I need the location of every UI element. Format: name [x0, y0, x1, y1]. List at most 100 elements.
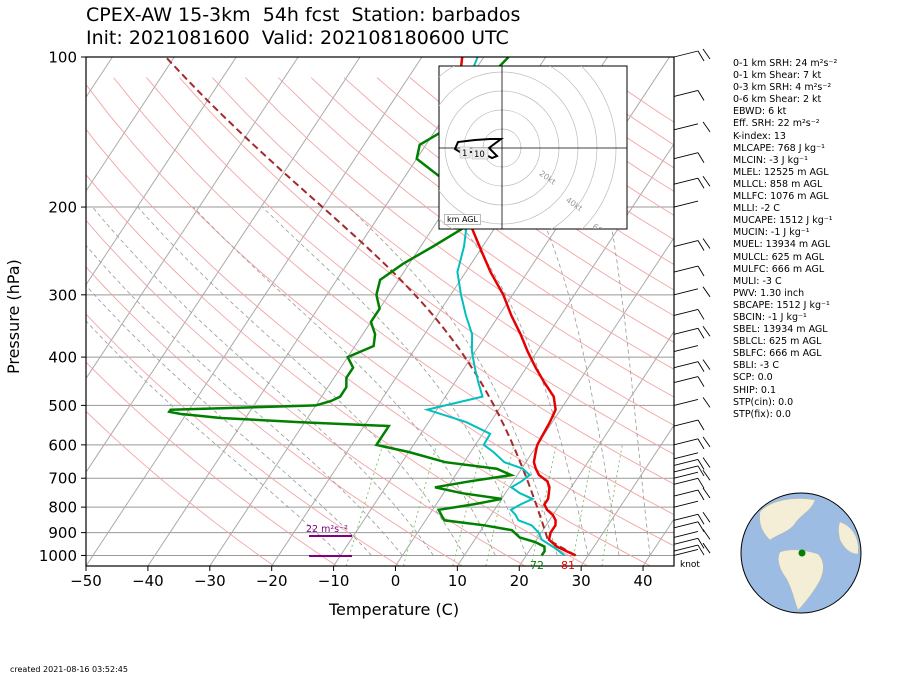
- isotherm-line: [86, 57, 423, 566]
- index-line: SBLCL: 625 m AGL: [733, 336, 822, 348]
- y-tick-label: 200: [48, 199, 77, 217]
- dry-adiabat: [146, 77, 674, 485]
- index-line: MLCIN: -3 J kg⁻¹: [733, 154, 808, 166]
- dry-adiabat: [86, 266, 463, 566]
- mixing-ratio-line: [452, 444, 484, 566]
- wind-barb: [673, 521, 705, 532]
- dry-adiabat: [310, 77, 674, 343]
- wind-barb: [673, 457, 711, 470]
- wind-barb: [673, 542, 711, 556]
- mixing-ratio-line: [403, 444, 438, 566]
- mixing-ratio-line: [571, 444, 595, 566]
- moist-adiabat: [86, 320, 341, 556]
- dry-adiabat: [211, 77, 674, 426]
- surface-dewpoint-label: 72: [530, 559, 544, 572]
- index-line: 0-1 km Shear: 7 kt: [733, 70, 822, 82]
- moist-adiabat: [262, 206, 527, 556]
- index-line: SBCIN: -1 J kg⁻¹: [733, 311, 807, 323]
- parcel-trace: [164, 57, 577, 557]
- wind-barb: [673, 397, 711, 408]
- wind-barb: [673, 309, 705, 320]
- created-timestamp: created 2021-08-16 03:52:45: [10, 665, 128, 674]
- plot-frame: [85, 56, 675, 567]
- wind-barb: [673, 238, 711, 251]
- moist-adiabat: [137, 206, 465, 556]
- x-tick-label: −20: [256, 572, 288, 590]
- isotherm-line: [86, 57, 237, 286]
- index-line: MLLFC: 1076 m AGL: [733, 191, 829, 203]
- index-line: MUCIN: -1 J kg⁻¹: [733, 227, 810, 239]
- x-tick-label: 0: [391, 572, 401, 590]
- index-line: MUEL: 13934 m AGL: [733, 239, 831, 251]
- y-tick-label: 100: [48, 49, 77, 67]
- wind-barb: [673, 121, 711, 133]
- index-line: MUCAPE: 1512 J kg⁻¹: [733, 215, 833, 227]
- hodograph-units-label: km AGL: [444, 214, 481, 225]
- wind-barb: [673, 175, 711, 189]
- index-line: SBLFC: 666 m AGL: [733, 348, 822, 360]
- index-line: STP(cin): 0.0: [733, 396, 794, 408]
- dry-adiabat: [86, 174, 589, 566]
- wind-barb: [673, 345, 699, 353]
- y-tick-label: 500: [48, 397, 77, 415]
- index-line: SBCAPE: 1512 J kg⁻¹: [733, 299, 830, 311]
- index-line: MULCL: 625 m AGL: [733, 251, 825, 263]
- wind-barb: [673, 48, 711, 62]
- y-tick-label: 1000: [39, 547, 77, 565]
- chart-title-line1: CPEX-AW 15-3km 54h fcst Station: barbado…: [86, 4, 521, 26]
- x-tick-label: −40: [132, 572, 164, 590]
- wind-barb: [673, 469, 711, 481]
- wind-barb: [673, 152, 705, 163]
- index-line: MLLI: -2 C: [733, 203, 780, 215]
- x-tick-label: 20: [510, 572, 529, 590]
- wind-barb: [673, 477, 705, 489]
- isotherm-line: [456, 236, 674, 566]
- x-axis-label: Temperature (C): [328, 600, 459, 619]
- hodograph-ring-label: 60kt: [591, 222, 611, 240]
- index-line: 0-1 km SRH: 24 m²s⁻²: [733, 58, 838, 69]
- moist-adiabat: [607, 206, 651, 556]
- index-line: PWV: 1.30 inch: [733, 287, 805, 299]
- moist-adiabat: [86, 244, 403, 556]
- wind-barb: [673, 452, 699, 460]
- index-line: STP(fix): 0.0: [733, 408, 791, 420]
- y-tick-label: 600: [48, 436, 77, 454]
- wind-barb: [673, 537, 705, 549]
- north-america-land: [759, 498, 816, 541]
- hodograph-height-box: [459, 146, 471, 159]
- temperature-trace: [453, 57, 577, 557]
- moist-adiabat: [92, 206, 434, 556]
- dry-adiabat: [179, 77, 674, 455]
- y-tick-label: 900: [48, 524, 77, 542]
- index-line: MULFC: 666 m AGL: [733, 263, 825, 275]
- wind-barb: [673, 487, 711, 501]
- index-line: K-index: 13: [733, 130, 786, 142]
- y-axis-label: Pressure (hPa): [4, 259, 23, 374]
- y-tick-label: 300: [48, 286, 77, 304]
- hodograph-height-box: [471, 147, 489, 160]
- index-line: MLCAPE: 768 J kg⁻¹: [733, 142, 825, 154]
- mixing-ratio-line: [601, 444, 623, 566]
- station-locator-globe: [740, 492, 862, 614]
- south-america-land: [778, 549, 824, 611]
- hodograph-height-label: 1: [462, 149, 467, 159]
- index-line: SBEL: 13934 m AGL: [733, 324, 828, 336]
- wind-barb: [673, 465, 705, 477]
- moist-adiabat: [446, 206, 589, 556]
- wind-barb: [673, 529, 711, 540]
- x-tick-label: 30: [572, 572, 591, 590]
- station-marker: [798, 549, 806, 557]
- severe-indices-list: 0-1 km SRH: 24 m²s⁻² 0-1 km Shear: 7 kt 0-…: [733, 58, 837, 421]
- index-line: 0-6 km Shear: 2 kt: [733, 94, 822, 106]
- isotherm-line: [86, 57, 361, 474]
- dry-adiabat: [86, 313, 400, 566]
- wind-barb: [673, 419, 705, 431]
- moist-adiabat: [348, 206, 558, 556]
- isotherm-line: [86, 57, 299, 380]
- x-tick-label: 10: [448, 572, 467, 590]
- wind-barb: [673, 326, 711, 339]
- wind-barb: [673, 436, 711, 450]
- dry-adiabat: [86, 410, 275, 566]
- wind-barb: [673, 500, 699, 508]
